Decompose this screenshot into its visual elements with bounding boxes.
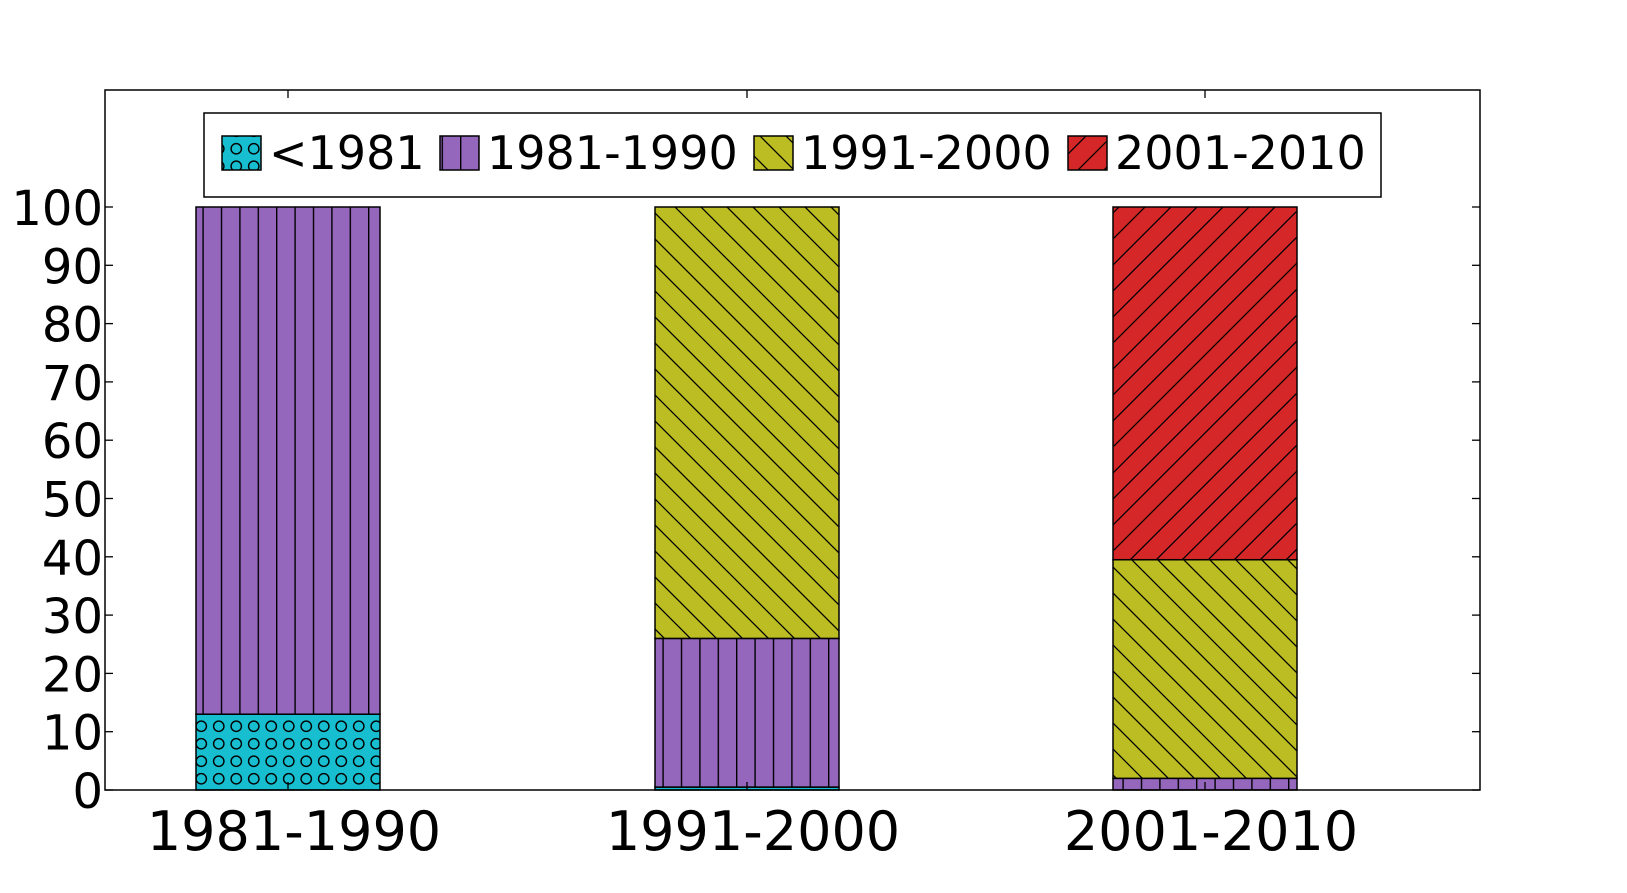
y-tick-label: 90 <box>42 239 103 295</box>
bars-layer <box>195 206 1298 791</box>
y-tick-label: 100 <box>11 181 103 237</box>
y-tick-label: 60 <box>42 414 103 470</box>
bar-1981-1990-lt-1981 <box>195 713 381 791</box>
y-tick-label: 50 <box>42 473 103 529</box>
bar-1981-1990-1981-1990 <box>195 206 381 715</box>
y-tick-label: 40 <box>42 531 103 587</box>
legend-swatch <box>1067 135 1108 171</box>
legend-item-1981-1990: 1981-1990 <box>439 126 738 180</box>
y-tick-label: 30 <box>42 589 103 645</box>
bar-1991-2000-1991-2000 <box>654 206 840 640</box>
legend-label: <1981 <box>269 126 425 180</box>
y-tick-label: 10 <box>42 706 103 762</box>
legend-item-lt-1981: <1981 <box>221 126 425 180</box>
legend-swatch <box>753 135 794 171</box>
legend-item-1991-2000: 1991-2000 <box>753 126 1052 180</box>
legend: <1981 1981-1990 1991-2000 2001-2010 <box>203 112 1382 198</box>
ticks-layer <box>105 90 1480 791</box>
y-tick-label: 20 <box>42 647 103 703</box>
x-tick-label: 1991-2000 <box>606 800 900 863</box>
legend-swatch <box>221 135 262 171</box>
x-tick-label: 1981-1990 <box>147 800 441 863</box>
legend-box <box>203 112 1382 198</box>
legend-label: 2001-2010 <box>1115 126 1366 180</box>
bar-2001-2010-1991-2000 <box>1112 558 1298 780</box>
legend-swatch <box>439 135 480 171</box>
x-tick-label: 2001-2010 <box>1064 800 1358 863</box>
y-tick-label: 70 <box>42 356 103 412</box>
bar-2001-2010-2001-2010 <box>1112 206 1298 561</box>
legend-label: 1981-1990 <box>487 126 738 180</box>
y-tick-label: 0 <box>72 764 103 820</box>
y-tick-label: 80 <box>42 298 103 354</box>
bar-1991-2000-1981-1990 <box>654 637 840 788</box>
legend-label: 1991-2000 <box>801 126 1052 180</box>
legend-item-2001-2010: 2001-2010 <box>1067 126 1366 180</box>
x-axis-tick-labels: 1981-1990 1991-2000 2001-2010 <box>147 800 1358 863</box>
